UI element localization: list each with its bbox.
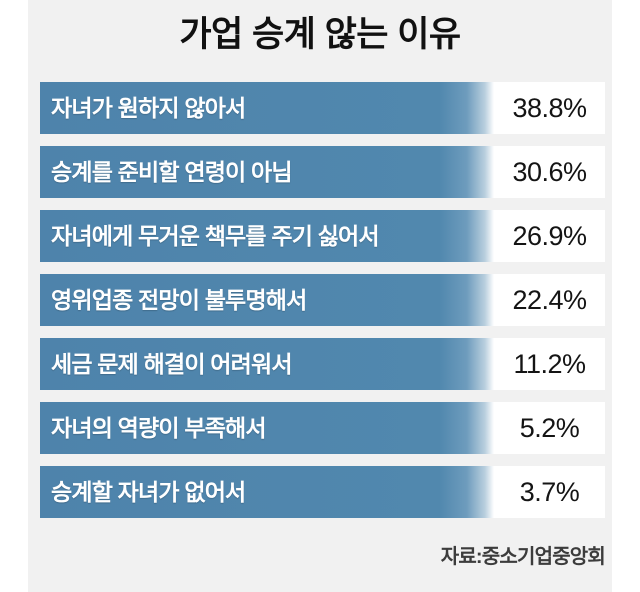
bar-fill: 자녀가 원하지 않아서 [40,82,494,134]
value-box: 26.9% [494,210,605,262]
table-row: 세금 문제 해결이 어려워서 11.2% [40,338,605,390]
page-title: 가업 승계 않는 이유 [179,15,461,54]
value-label: 3.7% [519,477,580,507]
value-label: 30.6% [512,157,587,187]
value-box: 30.6% [494,146,605,198]
value-box: 22.4% [494,274,605,326]
bar-label: 세금 문제 해결이 어려워서 [51,351,293,377]
table-row: 자녀가 원하지 않아서 38.8% [40,82,605,134]
bar-fill: 승계를 준비할 연령이 아님 [40,146,494,198]
value-box: 11.2% [494,338,605,390]
table-row: 승계를 준비할 연령이 아님 30.6% [40,146,605,198]
table-row: 자녀에게 무거운 책무를 주기 싫어서 26.9% [40,210,605,262]
table-row: 자녀의 역량이 부족해서 5.2% [40,402,605,454]
infographic-card: 가업 승계 않는 이유 자녀가 원하지 않아서 38.8% 승계를 준비할 연령… [28,0,612,592]
value-box: 38.8% [494,82,605,134]
table-row: 영위업종 전망이 불투명해서 22.4% [40,274,605,326]
bar-fill: 자녀의 역량이 부족해서 [40,402,494,454]
bar-label: 자녀가 원하지 않아서 [51,95,246,121]
bar-fill: 승계할 자녀가 없어서 [40,466,494,518]
value-label: 11.2% [513,349,586,379]
bar-label: 승계를 준비할 연령이 아님 [51,159,293,185]
bar-chart: 자녀가 원하지 않아서 38.8% 승계를 준비할 연령이 아님 30.6% 자… [40,82,605,530]
bar-fill: 세금 문제 해결이 어려워서 [40,338,494,390]
bar-label: 자녀에게 무거운 책무를 주기 싫어서 [51,223,380,249]
bar-label: 승계할 자녀가 없어서 [51,479,246,505]
value-label: 5.2% [519,413,580,443]
bar-label: 자녀의 역량이 부족해서 [51,415,267,441]
table-row: 승계할 자녀가 없어서 3.7% [40,466,605,518]
source-attribution: 자료:중소기업중앙회 [440,546,606,568]
value-label: 26.9% [512,221,587,251]
bar-label: 영위업종 전망이 불투명해서 [51,287,307,313]
bar-fill: 영위업종 전망이 불투명해서 [40,274,494,326]
value-box: 3.7% [494,466,605,518]
value-box: 5.2% [494,402,605,454]
value-label: 22.4% [512,285,587,315]
bar-fill: 자녀에게 무거운 책무를 주기 싫어서 [40,210,494,262]
value-label: 38.8% [512,93,587,123]
